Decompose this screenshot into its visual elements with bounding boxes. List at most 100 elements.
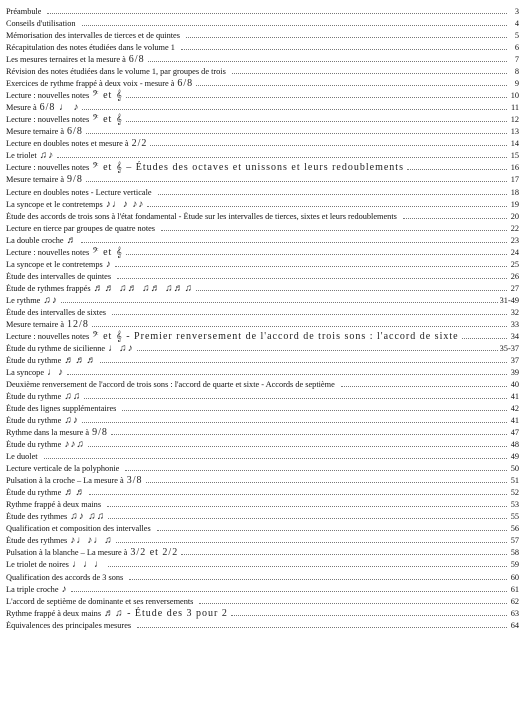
toc-entry-title: Étude des accords de trois sons à l'état… (6, 211, 397, 221)
dot-leader (67, 373, 507, 375)
toc-entry[interactable]: Étude des accords de trois sons à l'état… (6, 209, 519, 221)
toc-entry[interactable]: Mesure ternaire à 9/8 17 (6, 172, 519, 186)
toc-entry[interactable]: Étude des rythmes ♫♪ ♫♫ 55 (6, 509, 519, 522)
toc-entry-page: 22 (510, 223, 519, 233)
toc-entry[interactable]: Équivalences des principales mesures 64 (6, 618, 519, 630)
toc-entry[interactable]: Lecture en tierce par groupes de quatre … (6, 221, 519, 233)
toc-entry[interactable]: Étude du rythme ♫♪ 41 (6, 413, 519, 427)
toc-entry[interactable]: La syncope ♩♪ 39 (6, 365, 519, 377)
toc-entry[interactable]: Pulsation à la blanche – La mesure à 3/2 … (6, 545, 519, 558)
toc-entry[interactable]: Récapitulation des notes étudiées dans l… (6, 40, 519, 52)
toc-entry[interactable]: Lecture : nouvelles notes 𝄢 et 𝄞 24 (6, 245, 519, 257)
toc-entry[interactable]: Les mesures ternaires et la mesure à 6/8 7 (6, 52, 519, 66)
toc-entry-page: 24 (510, 247, 519, 257)
toc-entry-title: Révision des notes étudiées dans le volu… (6, 67, 226, 77)
toc-entry[interactable]: Conseils d'utilisation 4 (6, 16, 519, 28)
toc-entry-title: Deuxième renversement de l'accord de tro… (6, 380, 335, 389)
music-notation: 𝄢 et 𝄞 (92, 114, 123, 126)
toc-entry-title: Mesure ternaire à (6, 127, 65, 137)
toc-entry[interactable]: La triple croche ♪ 61 (6, 582, 519, 594)
toc-entry-title: Équivalences des principales mesures (6, 620, 132, 630)
dot-leader (125, 96, 507, 99)
dot-leader (107, 565, 507, 568)
toc-entry[interactable]: Mesure ternaire à 12/8 33 (6, 317, 519, 329)
toc-entry[interactable]: Mesure à 6/8 ♩ ♪ 11 (6, 100, 519, 113)
toc-entry[interactable]: Étude des rythmes ♪♩♪♩♫ 57 (6, 533, 519, 546)
toc-entry-page: 39 (510, 367, 519, 377)
toc-entry[interactable]: Étude du rythme ♬♬♬ 37 (6, 353, 519, 365)
toc-entry[interactable]: Lecture en doubles notes - Lecture verti… (6, 184, 519, 197)
toc-entry[interactable]: Étude du rythme ♬♬ 52 (6, 485, 519, 498)
dot-leader (129, 578, 507, 580)
toc-entry-page: 62 (510, 596, 519, 606)
toc-entry[interactable]: Le rythme ♫♪ 31-49 (6, 293, 519, 305)
toc-entry[interactable]: Le triolet de noires ♩♩♩ 59 (6, 557, 519, 570)
toc-entry[interactable]: Lecture verticale de la polyphonie 50 (6, 461, 519, 473)
toc-entry[interactable]: Étude du rythme ♪♪♫ 48 (6, 437, 519, 451)
toc-entry[interactable]: Pulsation à la croche – La mesure à 3/8 51 (6, 473, 519, 486)
toc-entry-title: Lecture : nouvelles notes (6, 163, 90, 173)
toc-entry-title: La double croche (6, 235, 64, 245)
toc-entry[interactable]: Étude de rythmes frappés ♬♬ ♫♬ ♫♬ ♫♬♫ 27 (6, 281, 519, 293)
dot-leader (91, 325, 507, 327)
toc-entry[interactable]: Révision des notes étudiées dans le volu… (6, 64, 519, 76)
toc-entry-title: Étude du rythme (6, 355, 62, 365)
toc-entry-page: 59 (510, 560, 519, 570)
toc-entry[interactable]: Qualification des accords de 3 sons 60 (6, 569, 519, 582)
toc-entry[interactable]: Deuxième renversement de l'accord de tro… (6, 377, 519, 389)
toc-entry[interactable]: Rythme dans la mesure à 9/8 47 (6, 425, 519, 438)
toc-entry-page: 33 (510, 319, 519, 329)
dot-leader (156, 529, 507, 532)
toc-entry-page: 57 (510, 536, 519, 546)
toc-entry-title: Mesure ternaire à (6, 175, 65, 185)
toc-entry[interactable]: La syncope et le contretemps ♪ 25 (6, 257, 519, 269)
toc-entry[interactable]: Étude du rythme de sicilienne ♩♫♪ 35-37 (6, 341, 519, 353)
toc-entry-page: 31-49 (499, 295, 519, 305)
toc-entry-page: 6 (514, 43, 519, 53)
toc-entry-page: 50 (510, 464, 519, 474)
toc-entry[interactable]: Lecture : nouvelles notes 𝄢 et 𝄞 10 (6, 88, 519, 101)
toc-entry-page: 20 (510, 211, 519, 221)
toc-entry[interactable]: Mesure ternaire à 6/8 13 (6, 124, 519, 137)
toc-entry[interactable]: Lecture : nouvelles notes 𝄢 et 𝄞 – Études… (6, 160, 519, 173)
toc-entry-page: 3 (514, 7, 519, 17)
toc-entry[interactable]: Mémorisation des intervalles de tierces … (6, 28, 519, 40)
toc-entry[interactable]: La syncope et le contretemps ♪♩♪ ♪♪ 19 (6, 197, 519, 209)
toc-entry[interactable]: Lecture : nouvelles notes 𝄢 et 𝄞 12 (6, 112, 519, 126)
toc-entry[interactable]: Étude des intervalles de quintes 26 (6, 269, 519, 281)
music-notation: ♪♪♫ (64, 439, 85, 451)
music-notation: 6/8 (128, 54, 145, 66)
toc-entry[interactable]: Rythme frappé à deux mains ♬♫ - Étude des… (6, 606, 519, 618)
music-notation: ♫♪ (64, 415, 79, 427)
toc-entry-title: Lecture : nouvelles notes (6, 91, 90, 101)
toc-entry-page: 27 (510, 283, 519, 293)
toc-entry-page: 42 (510, 404, 519, 414)
toc-entry[interactable]: Le triolet ♫♪ 15 (6, 148, 519, 161)
dot-leader (196, 84, 507, 87)
toc-entry[interactable]: Étude des lignes supplémentaires 42 (6, 401, 519, 413)
toc-entry-page: 58 (510, 548, 519, 558)
toc-entry-page: 48 (510, 440, 519, 450)
toc-entry[interactable]: Étude des intervalles de sixtes 32 (6, 305, 519, 317)
dot-leader (115, 541, 507, 544)
dot-leader (157, 193, 507, 195)
toc-entry-title: Exercices de rythme frappé à deux voix -… (6, 79, 175, 89)
toc-entry[interactable]: Exercices de rythme frappé à deux voix -… (6, 76, 519, 89)
toc-entry[interactable]: Préambule 3 (6, 4, 519, 16)
toc-entry[interactable]: Rythme frappé à deux mains 53 (6, 497, 519, 509)
toc-entry[interactable]: L'accord de septième de dominante et ses… (6, 594, 519, 606)
toc-entry-title: Lecture : nouvelles notes (6, 331, 90, 341)
toc-entry[interactable]: La double croche ♬ 23 (6, 233, 519, 245)
toc-entry-page: 61 (510, 584, 519, 594)
toc-entry-page: 23 (510, 235, 519, 245)
toc-entry[interactable]: Lecture : nouvelles notes 𝄢 et 𝄞 - Premie… (6, 329, 519, 341)
toc-entry[interactable]: Étude du rythme ♫♫ 41 (6, 389, 519, 402)
music-notation: 9/8 (67, 174, 83, 186)
toc-entry[interactable]: Le duolet 49 (6, 449, 519, 461)
toc-entry[interactable]: Qualification et composition des interva… (6, 521, 519, 533)
toc-entry-page: 49 (510, 452, 519, 462)
toc-entry-title: Étude des rythmes (6, 512, 68, 522)
toc-entry[interactable]: Lecture en doubles notes et mesure à 2/2 1… (6, 136, 519, 149)
toc-entry-page: 51 (510, 476, 519, 486)
